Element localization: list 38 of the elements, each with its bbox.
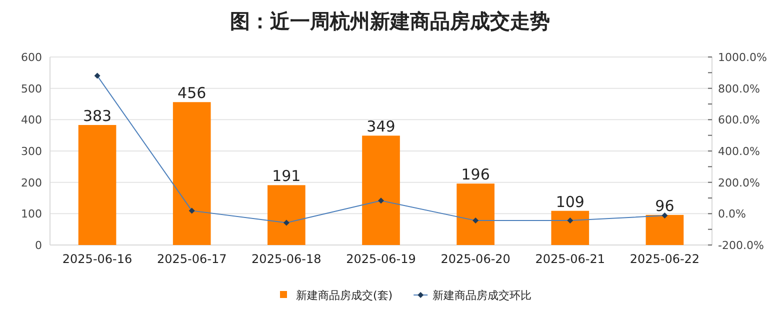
chart-title: 图：近一周杭州新建商品房成交走势 — [230, 9, 550, 33]
y2-tick-label: 0.0% — [718, 208, 746, 221]
data-label: 109 — [556, 192, 584, 211]
x-tick-label: 2025-06-17 — [156, 252, 227, 266]
data-label: 96 — [655, 196, 674, 215]
y-tick-label: 600 — [21, 51, 42, 64]
y-tick-label: 400 — [21, 114, 42, 127]
y-tick-label: 300 — [21, 145, 42, 158]
y-tick-label: 100 — [21, 208, 42, 221]
legend-label: 新建商品房成交(套) — [296, 289, 393, 302]
x-tick-label: 2025-06-22 — [630, 252, 700, 266]
bar — [362, 136, 400, 245]
legend-label: 新建商品房成交环比 — [432, 289, 532, 302]
x-tick-label: 2025-06-16 — [62, 252, 132, 266]
y-tick-label: 500 — [21, 82, 42, 96]
data-label: 456 — [178, 84, 206, 102]
y2-tick-label: 400.0% — [718, 145, 760, 158]
x-tick-label: 2025-06-21 — [535, 252, 606, 266]
data-label: 383 — [82, 106, 112, 125]
bar — [551, 210, 590, 245]
y2-tick-label: 800.0% — [718, 82, 760, 96]
bar — [646, 214, 684, 245]
bar — [456, 184, 494, 245]
bar — [172, 102, 211, 245]
bar — [78, 124, 116, 245]
data-label: 349 — [366, 118, 396, 136]
x-tick-label: 2025-06-20 — [440, 252, 510, 266]
y2-tick-label: 600.0% — [718, 114, 760, 127]
y2-tick-label: 1000.0% — [718, 51, 767, 64]
y-tick-label: 0 — [35, 239, 42, 252]
y2-tick-label: -200.0% — [718, 239, 764, 252]
x-tick-label: 2025-06-19 — [346, 252, 416, 266]
y-tick-label: 200 — [21, 176, 42, 190]
data-label: 196 — [461, 166, 490, 184]
y2-tick-label: 200.0% — [718, 176, 760, 190]
bar — [268, 185, 306, 245]
x-tick-label: 2025-06-18 — [252, 252, 322, 266]
data-label: 191 — [272, 167, 301, 186]
